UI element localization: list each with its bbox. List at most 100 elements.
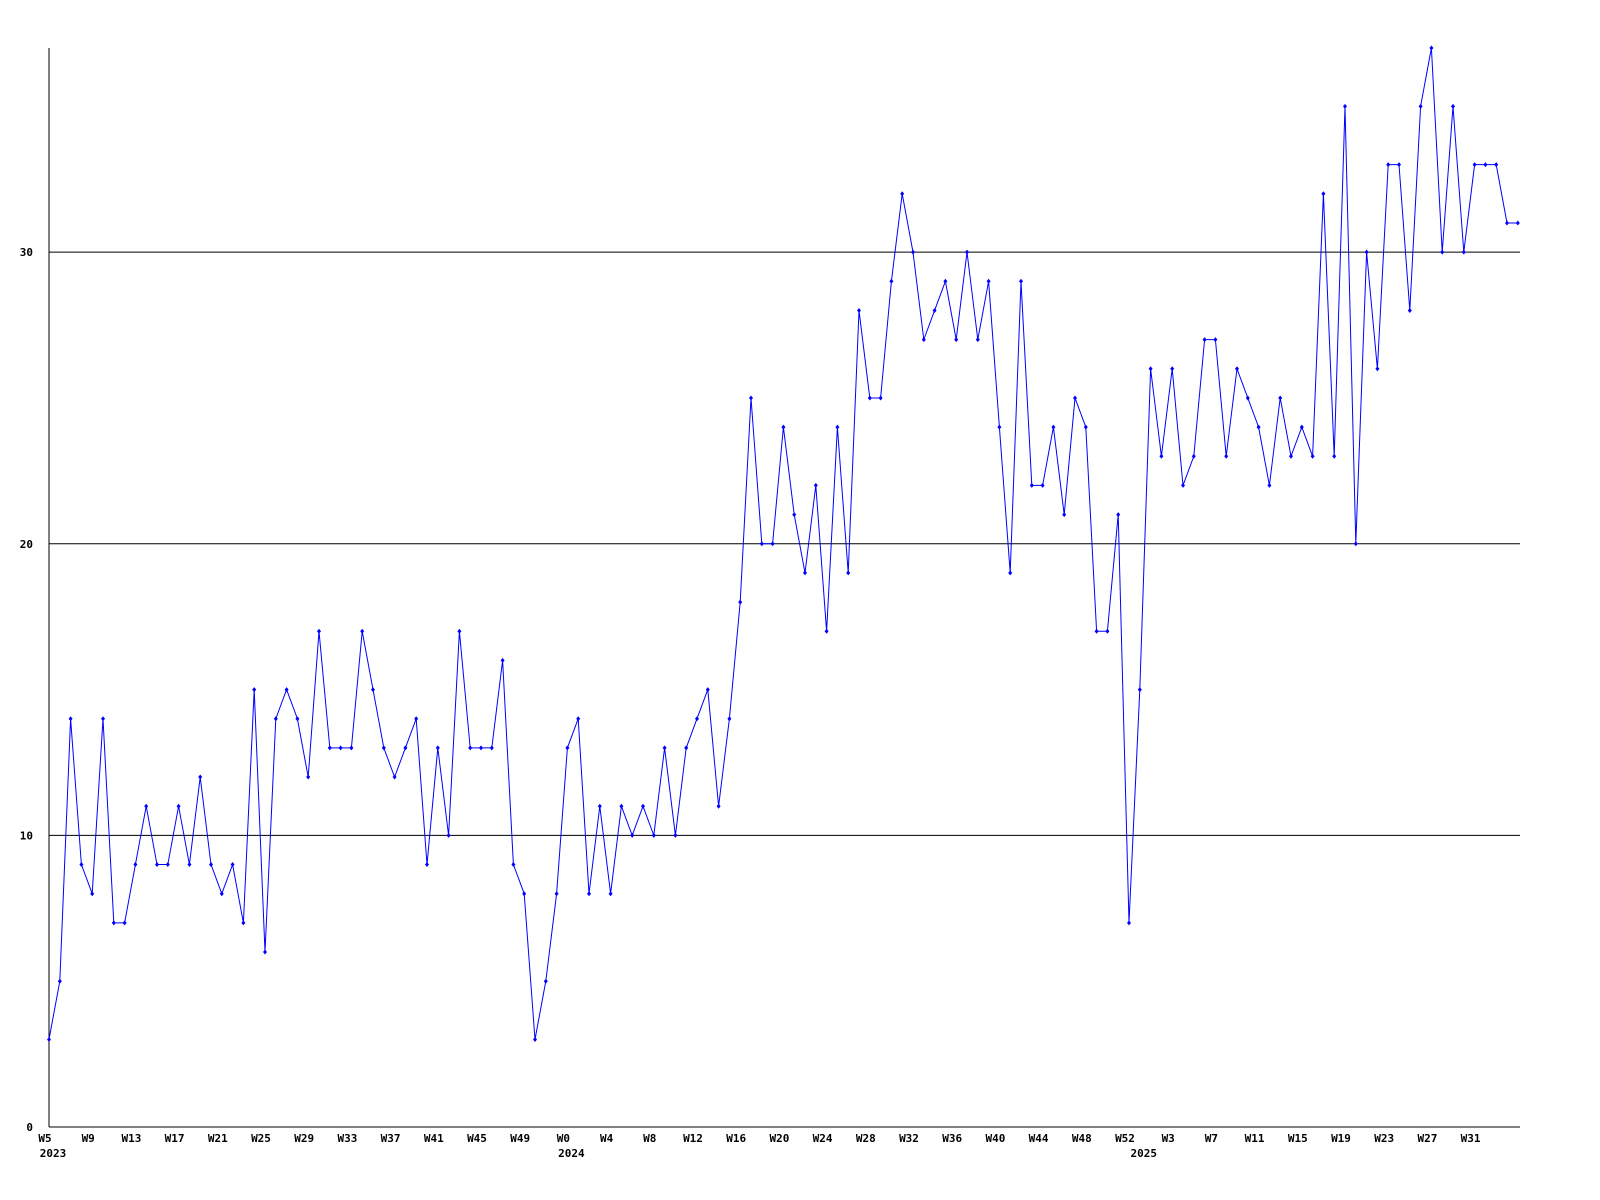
- x-tick-label: W11: [1245, 1132, 1265, 1145]
- point: [1472, 162, 1477, 168]
- point: [457, 628, 462, 634]
- point: [975, 337, 980, 343]
- point: [1105, 628, 1110, 634]
- point: [1202, 337, 1207, 343]
- point: [349, 745, 354, 751]
- point: [1029, 482, 1034, 488]
- point: [500, 657, 505, 663]
- point: [554, 891, 559, 897]
- point: [371, 687, 375, 693]
- point: [122, 920, 127, 926]
- x-tick-label: W15: [1288, 1132, 1308, 1145]
- point: [1191, 453, 1196, 459]
- point: [943, 278, 948, 284]
- x-tick-label: W16: [726, 1132, 746, 1145]
- point: [1321, 191, 1326, 197]
- point: [576, 716, 581, 722]
- point: [1461, 249, 1466, 255]
- point: [284, 687, 289, 693]
- y-tick-label: 0: [26, 1121, 33, 1134]
- x-group-label: 2025: [1131, 1147, 1158, 1160]
- point: [759, 541, 764, 547]
- point: [1418, 103, 1423, 109]
- x-tick-label: W24: [813, 1132, 833, 1145]
- y-tick-label: 10: [20, 829, 33, 842]
- point: [662, 745, 667, 751]
- point: [1137, 687, 1142, 693]
- point: [198, 774, 203, 780]
- point: [1267, 482, 1272, 488]
- point: [651, 832, 656, 838]
- point: [111, 920, 116, 926]
- x-tick-label: W41: [424, 1132, 444, 1145]
- point: [1245, 395, 1250, 401]
- point: [403, 745, 408, 751]
- x-tick-label: W45: [467, 1132, 487, 1145]
- x-tick-label: W29: [294, 1132, 314, 1145]
- point: [1073, 395, 1077, 401]
- point: [727, 716, 732, 722]
- y-tick-label: 20: [20, 538, 33, 551]
- x-group-label: 2023: [40, 1147, 67, 1160]
- y-tick-label: 30: [20, 246, 33, 259]
- x-tick-label: W25: [251, 1132, 271, 1145]
- point: [1159, 453, 1164, 459]
- x-tick-label: W7: [1205, 1132, 1218, 1145]
- point: [997, 424, 1002, 430]
- x-tick-label: W5: [38, 1132, 51, 1145]
- point: [133, 862, 138, 868]
- point: [425, 862, 429, 868]
- x-tick-label: W49: [510, 1132, 530, 1145]
- point: [68, 716, 73, 722]
- point: [911, 249, 915, 255]
- point: [835, 424, 840, 430]
- point: [446, 832, 451, 838]
- point: [1040, 482, 1045, 488]
- point: [381, 745, 386, 751]
- point: [921, 337, 926, 343]
- point: [1235, 366, 1239, 372]
- point: [673, 832, 678, 838]
- x-tick-label: W48: [1072, 1132, 1092, 1145]
- point: [1008, 570, 1013, 576]
- point: [176, 803, 181, 809]
- point: [1375, 366, 1380, 372]
- point: [252, 687, 257, 693]
- point: [1170, 366, 1175, 372]
- x-tick-label: W9: [82, 1132, 95, 1145]
- x-tick-label: W28: [856, 1132, 876, 1145]
- point: [1494, 162, 1499, 168]
- point: [608, 891, 613, 897]
- point: [1440, 249, 1445, 255]
- point: [867, 395, 872, 401]
- point: [1019, 278, 1023, 284]
- point: [824, 628, 829, 634]
- point: [1127, 920, 1131, 926]
- x-tick-label: W20: [769, 1132, 789, 1145]
- point: [155, 862, 159, 868]
- point: [489, 745, 494, 751]
- point: [630, 832, 635, 838]
- point: [965, 249, 969, 255]
- point: [587, 891, 591, 897]
- point: [90, 891, 95, 897]
- point: [1148, 366, 1153, 372]
- point: [1397, 162, 1401, 168]
- x-tick-label: W8: [643, 1132, 656, 1145]
- point: [187, 862, 192, 868]
- point: [273, 716, 278, 722]
- point: [230, 862, 235, 868]
- point: [1386, 162, 1391, 168]
- x-tick-label: W31: [1461, 1132, 1481, 1145]
- x-tick-label: W0: [557, 1132, 570, 1145]
- point: [641, 803, 645, 809]
- x-tick-label: W37: [381, 1132, 401, 1145]
- point: [770, 541, 775, 547]
- point: [813, 482, 818, 488]
- point: [878, 395, 883, 401]
- point: [597, 803, 602, 809]
- x-tick-label: W52: [1115, 1132, 1135, 1145]
- point: [900, 191, 905, 197]
